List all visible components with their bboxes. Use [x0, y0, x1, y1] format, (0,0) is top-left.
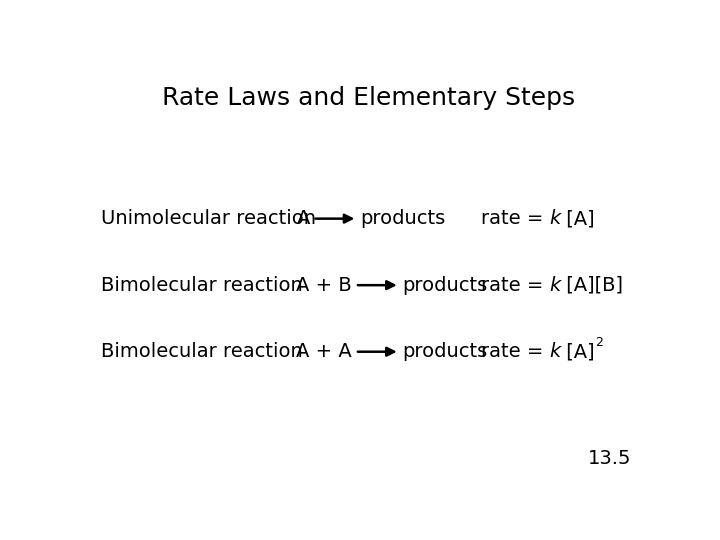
Text: products: products — [402, 342, 487, 361]
Text: [A][B]: [A][B] — [560, 276, 624, 295]
Text: Bimolecular reaction: Bimolecular reaction — [101, 342, 303, 361]
Text: Unimolecular reaction: Unimolecular reaction — [101, 209, 316, 228]
Text: Bimolecular reaction: Bimolecular reaction — [101, 276, 303, 295]
Text: k: k — [549, 276, 560, 295]
Text: 2: 2 — [595, 336, 603, 349]
Text: [A]: [A] — [560, 209, 595, 228]
Text: rate =: rate = — [481, 342, 549, 361]
Text: Rate Laws and Elementary Steps: Rate Laws and Elementary Steps — [163, 85, 575, 110]
Text: products: products — [360, 209, 445, 228]
Text: 13.5: 13.5 — [588, 449, 631, 468]
Text: A + B: A + B — [297, 276, 352, 295]
Text: [A]: [A] — [560, 342, 595, 361]
Text: A: A — [297, 209, 310, 228]
Text: rate =: rate = — [481, 276, 549, 295]
Text: rate =: rate = — [481, 209, 549, 228]
Text: k: k — [549, 342, 560, 361]
Text: k: k — [549, 209, 560, 228]
Text: A + A: A + A — [297, 342, 352, 361]
Text: products: products — [402, 276, 487, 295]
